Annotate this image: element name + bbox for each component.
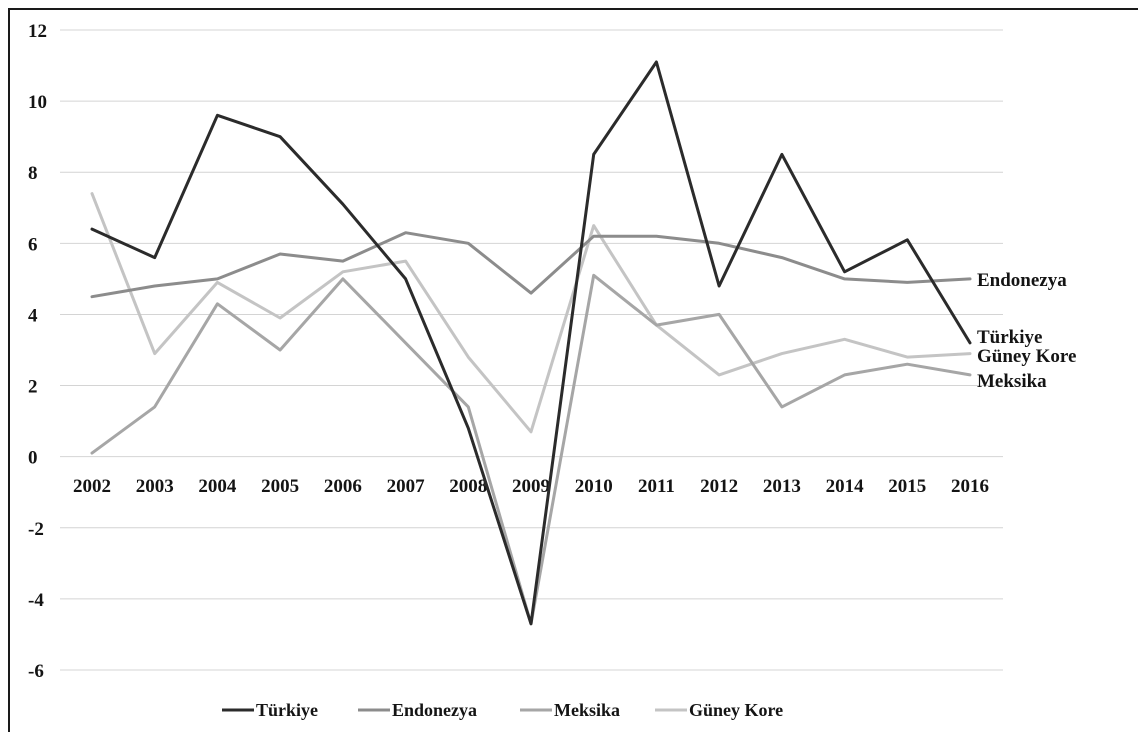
y-tick-label: -2 <box>28 519 44 540</box>
series-line-meksika <box>90 273 972 626</box>
legend-label: Meksika <box>554 700 620 720</box>
x-tick-label: 2012 <box>700 476 738 497</box>
x-tick-label: 2003 <box>136 476 174 497</box>
x-tick-label: 2013 <box>763 476 801 497</box>
x-tick-label: 2002 <box>73 476 111 497</box>
series-line-türkiye <box>90 60 972 626</box>
y-tick-label: 6 <box>28 234 38 255</box>
x-tick-label: 2010 <box>575 476 613 497</box>
end-label-meksika: Meksika <box>977 371 1047 392</box>
y-tick-label: -6 <box>28 661 44 682</box>
x-tick-label: 2011 <box>638 476 675 497</box>
x-tick-label: 2014 <box>826 476 865 497</box>
series-line-endonezya <box>90 231 972 299</box>
x-tick-label: 2005 <box>261 476 299 497</box>
y-tick-label: 2 <box>28 377 38 398</box>
y-tick-label: 12 <box>28 21 47 42</box>
x-tick-label: 2004 <box>198 476 237 497</box>
grid-layer <box>60 29 1003 671</box>
x-tick-label: 2016 <box>951 476 989 497</box>
legend: Türkiye Endonezya Meksika Güney Kore <box>222 700 783 720</box>
legend-label: Türkiye <box>256 700 318 720</box>
series-layer <box>90 60 972 626</box>
legend-label: Endonezya <box>392 700 477 720</box>
chart-frame <box>8 8 1138 732</box>
end-label-güney-kore: Güney Kore <box>977 346 1076 367</box>
x-axis-ticks: 2002 2003 2004 2005 2006 2007 2008 2009 2010 2011… <box>73 476 989 497</box>
y-tick-label: 0 <box>28 448 38 469</box>
y-tick-label: 8 <box>28 163 38 184</box>
y-tick-label: -4 <box>28 590 44 611</box>
y-tick-label: 4 <box>28 305 38 326</box>
x-tick-label: 2006 <box>324 476 362 497</box>
x-tick-label: 2015 <box>888 476 926 497</box>
end-label-türkiye: Türkiye <box>977 327 1042 348</box>
x-tick-label: 2007 <box>387 476 426 497</box>
x-tick-label: 2008 <box>449 476 487 497</box>
series-line-güney-kore <box>90 192 972 434</box>
y-axis-ticks: 12 10 8 6 4 2 0 -2 -4 -6 <box>28 21 47 682</box>
x-tick-label: 2009 <box>512 476 550 497</box>
y-tick-label: 10 <box>28 92 47 113</box>
legend-label: Güney Kore <box>689 700 783 720</box>
end-label-endonezya: Endonezya <box>977 270 1067 291</box>
